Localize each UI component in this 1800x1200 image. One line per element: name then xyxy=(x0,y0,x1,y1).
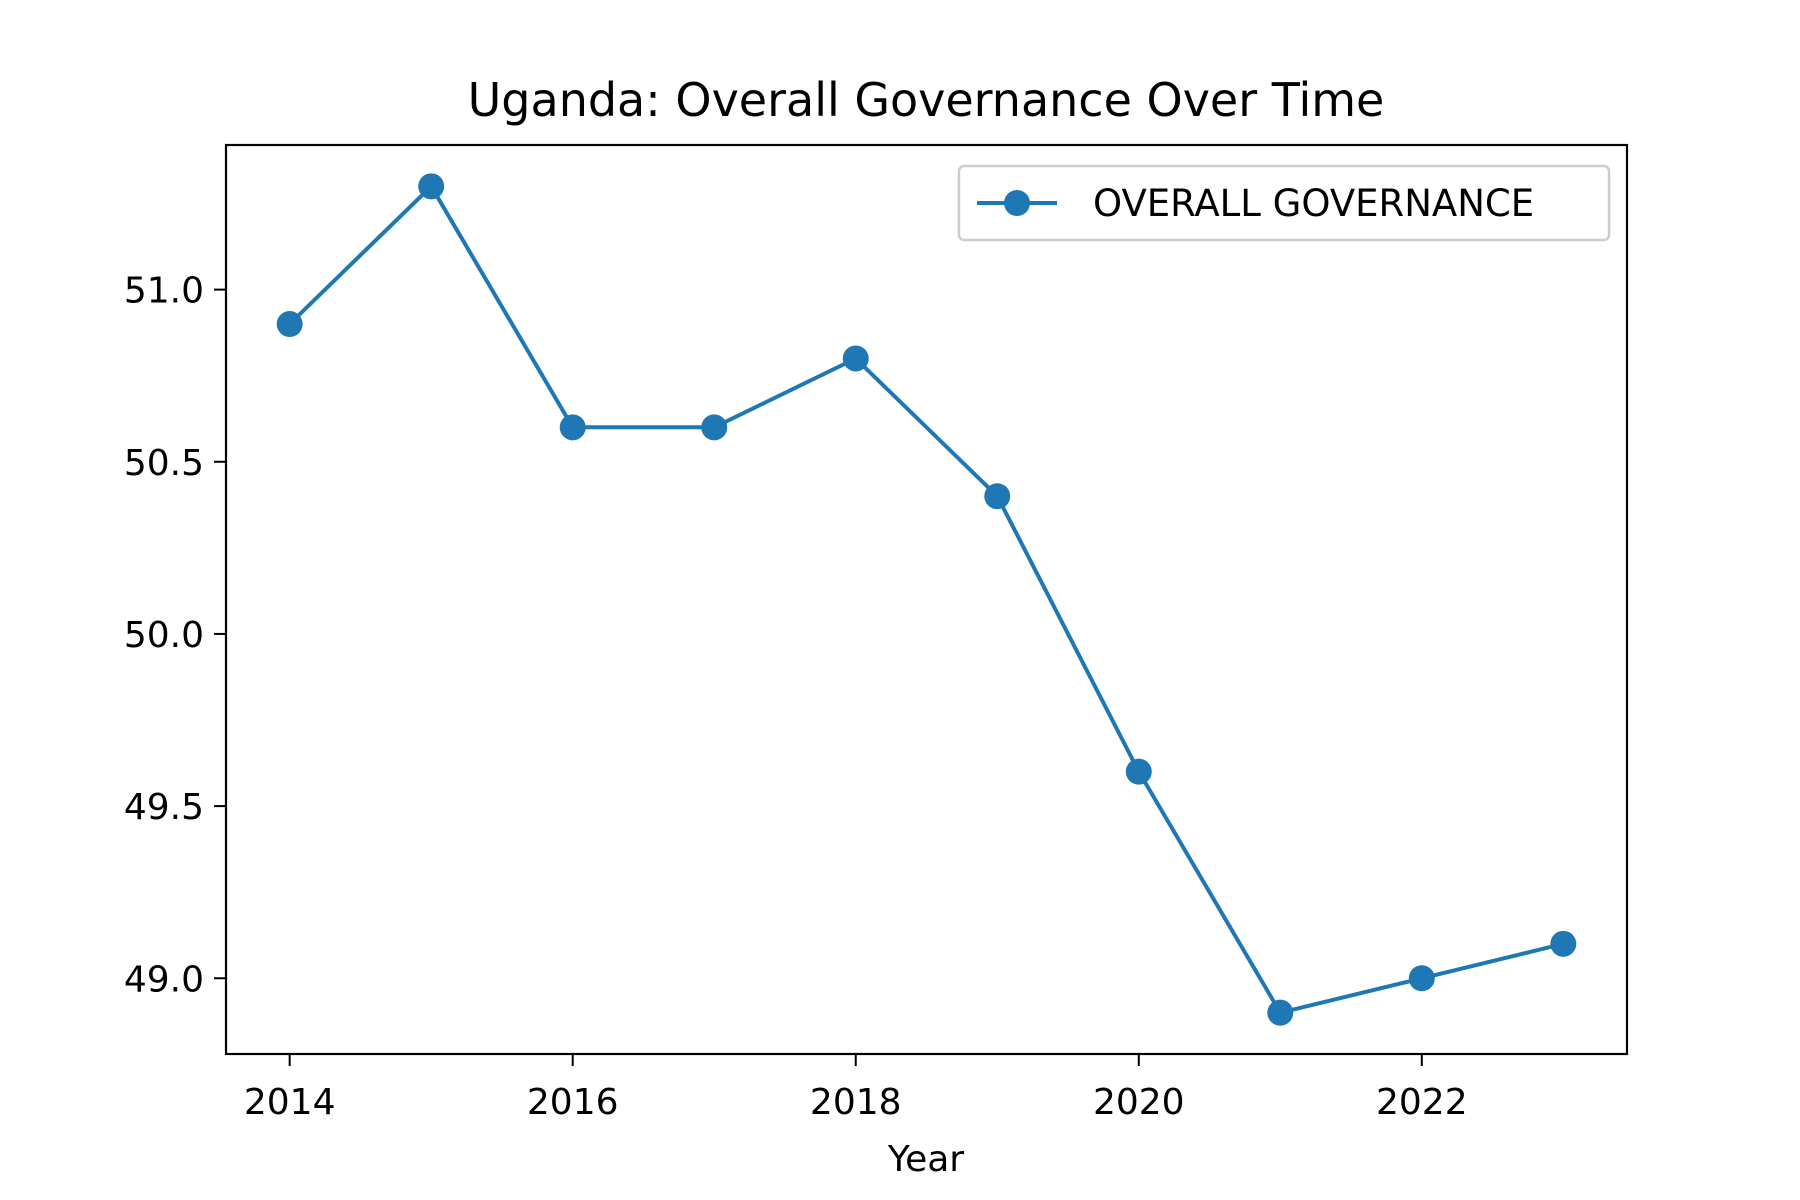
data-point xyxy=(1408,965,1435,992)
y-tick-label: 50.5 xyxy=(124,443,204,484)
legend-entry-label: OVERALL GOVERNANCE xyxy=(1093,182,1534,225)
plot-frame xyxy=(224,143,1629,1056)
x-tick-label: 2016 xyxy=(527,1082,619,1123)
x-tick-label: 2020 xyxy=(1093,1082,1185,1123)
y-tick-label: 49.5 xyxy=(124,787,204,828)
y-tick-label: 51.0 xyxy=(124,271,204,312)
chart-title: Uganda: Overall Governance Over Time xyxy=(468,73,1385,127)
plot-area xyxy=(276,173,1577,1026)
legend-marker xyxy=(1004,190,1030,216)
data-point xyxy=(559,414,586,441)
data-point xyxy=(701,414,728,441)
y-tick-label: 49.0 xyxy=(124,959,204,1000)
data-point xyxy=(842,345,869,372)
data-point xyxy=(1125,758,1152,785)
series-line xyxy=(288,184,1564,1015)
x-tick-label: 2018 xyxy=(810,1082,902,1123)
data-point xyxy=(1550,930,1577,957)
legend: OVERALL GOVERNANCE xyxy=(957,164,1611,242)
x-tick-label: 2022 xyxy=(1376,1082,1468,1123)
data-point xyxy=(1267,999,1294,1026)
y-axis: 49.0 49.5 50.0 50.5 51.0 xyxy=(124,271,226,1000)
data-point xyxy=(984,483,1011,510)
legend-box xyxy=(957,164,1611,242)
x-tick-label: 2014 xyxy=(244,1082,336,1123)
x-axis: 2014 2016 2018 2020 2022 xyxy=(244,1054,1468,1123)
x-axis-label: Year xyxy=(887,1139,964,1180)
y-tick-label: 50.0 xyxy=(124,615,204,656)
data-point xyxy=(276,311,303,338)
data-point xyxy=(418,173,445,200)
